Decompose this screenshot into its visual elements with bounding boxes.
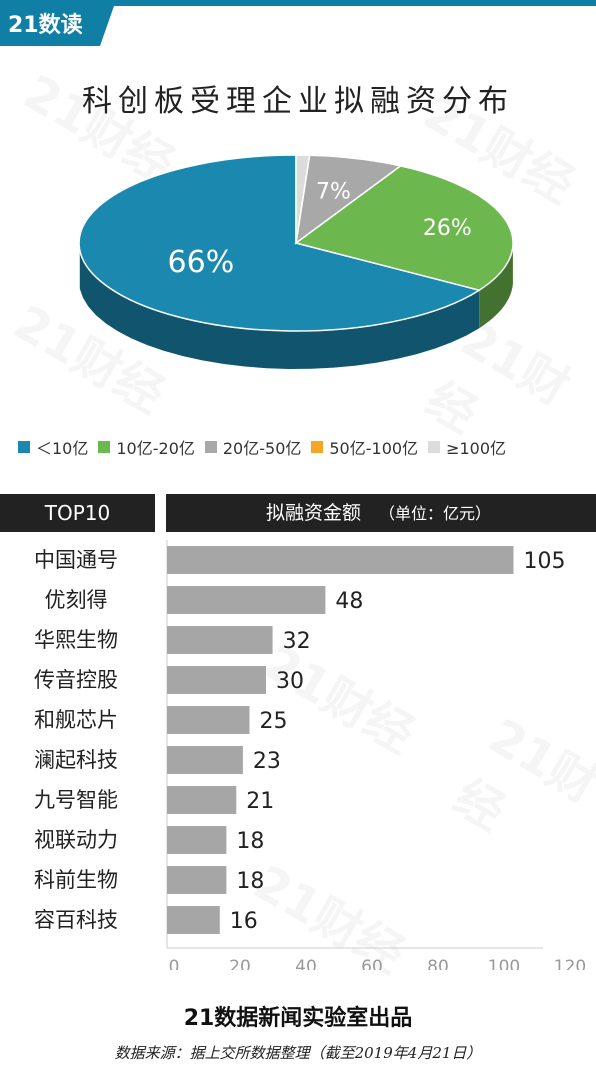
category-label-0: 中国通号 <box>34 548 118 572</box>
x-tick-label-0: 0 <box>169 957 180 970</box>
legend-label-0: ＜10亿 <box>36 439 89 458</box>
category-label-3: 传音控股 <box>34 668 118 692</box>
category-label-7: 视联动力 <box>34 828 118 852</box>
category-label-4: 和舰芯片 <box>34 708 118 732</box>
bar-5 <box>167 746 243 774</box>
x-tick-label-5: 100 <box>488 957 520 970</box>
category-label-2: 华熙生物 <box>34 628 118 652</box>
bar-2 <box>167 626 273 654</box>
bar-value-label-7: 18 <box>236 829 264 854</box>
footer-source: 数据来源：据上交所数据整理（截至2019年4月21日） <box>114 1044 482 1062</box>
bar-6 <box>167 786 237 814</box>
bar-value-label-4: 25 <box>260 709 288 734</box>
bar-value-label-8: 18 <box>236 869 264 894</box>
pie-value-label-2: 7% <box>316 180 351 205</box>
bar-9 <box>167 906 220 934</box>
bar-8 <box>167 866 227 894</box>
pie-slice-1 <box>294 165 514 292</box>
x-tick-label-4: 80 <box>427 957 449 970</box>
bar-value-label-3: 30 <box>276 669 304 694</box>
bar-value-label-0: 105 <box>524 549 566 574</box>
bar-value-label-5: 23 <box>253 749 281 774</box>
bar-chart: 0 20 40 60 80 100 120 中国通号 105 优刻得 48 华熙生物 32 传音控股 30 和… <box>34 540 586 970</box>
x-tick-label-6: 120 <box>554 957 586 970</box>
category-label-8: 科前生物 <box>34 868 118 892</box>
amount-header: 拟融资金额 （单位：亿元） <box>166 494 596 532</box>
legend-label-3: 50亿-100亿 <box>329 439 419 458</box>
pie-slice-0 <box>78 154 482 332</box>
legend-item-4: ≥100亿 <box>428 435 506 459</box>
bar-value-label-1: 48 <box>335 589 363 614</box>
legend-swatch-3 <box>311 441 324 453</box>
x-tick-label-1: 20 <box>229 957 251 970</box>
legend-swatch-0 <box>18 441 30 453</box>
unit-label: （单位：亿元） <box>379 504 492 523</box>
pie-value-label-0: 66% <box>168 245 235 280</box>
bar-value-label-2: 32 <box>283 629 311 654</box>
legend-swatch-4 <box>428 441 441 453</box>
amount-header-label: 拟融资金额 <box>266 502 362 524</box>
legend-label-1: 10亿-20亿 <box>116 439 195 458</box>
category-label-1: 优刻得 <box>45 588 108 612</box>
brand-tag: 21数读 <box>0 6 114 46</box>
category-label-6: 九号智能 <box>34 788 118 812</box>
category-label-9: 容百科技 <box>34 908 118 932</box>
top10-header: TOP10 <box>0 494 155 532</box>
legend-swatch-1 <box>98 441 111 453</box>
bar-3 <box>167 666 266 694</box>
category-label-5: 澜起科技 <box>34 748 118 772</box>
legend-item-3: 50亿-100亿 <box>311 435 418 459</box>
legend-item-2: 20亿-50亿 <box>204 435 302 459</box>
x-tick-label-2: 40 <box>295 957 317 970</box>
x-tick-label-3: 60 <box>361 957 383 970</box>
legend-item-0: ＜10亿 <box>18 435 88 459</box>
bar-0 <box>167 546 514 574</box>
pie-value-label-1: 26% <box>423 216 472 241</box>
footer-credit: 21数据新闻实验室出品 <box>183 1006 413 1031</box>
bar-value-label-6: 21 <box>246 789 274 814</box>
chart-title: 科创板受理企业拟融资分布 <box>82 84 514 119</box>
bar-value-label-9: 16 <box>230 909 258 934</box>
pie-chart: 66% 26% 7% <box>78 154 514 369</box>
legend-swatch-2 <box>204 441 217 453</box>
bar-1 <box>167 586 326 614</box>
legend-label-4: ≥100亿 <box>446 439 507 458</box>
top-accent-bar <box>0 0 596 6</box>
bar-7 <box>167 826 227 854</box>
pie-side-1 <box>479 246 513 329</box>
pie-slice-4 <box>295 154 311 244</box>
pie-legend: ＜10亿 10亿-20亿 20亿-50亿 50亿-100亿 ≥100亿 <box>18 435 596 459</box>
pie-side-0 <box>79 250 480 369</box>
legend-label-2: 20亿-50亿 <box>222 439 302 458</box>
legend-item-1: 10亿-20亿 <box>98 435 195 459</box>
bar-4 <box>167 706 250 734</box>
